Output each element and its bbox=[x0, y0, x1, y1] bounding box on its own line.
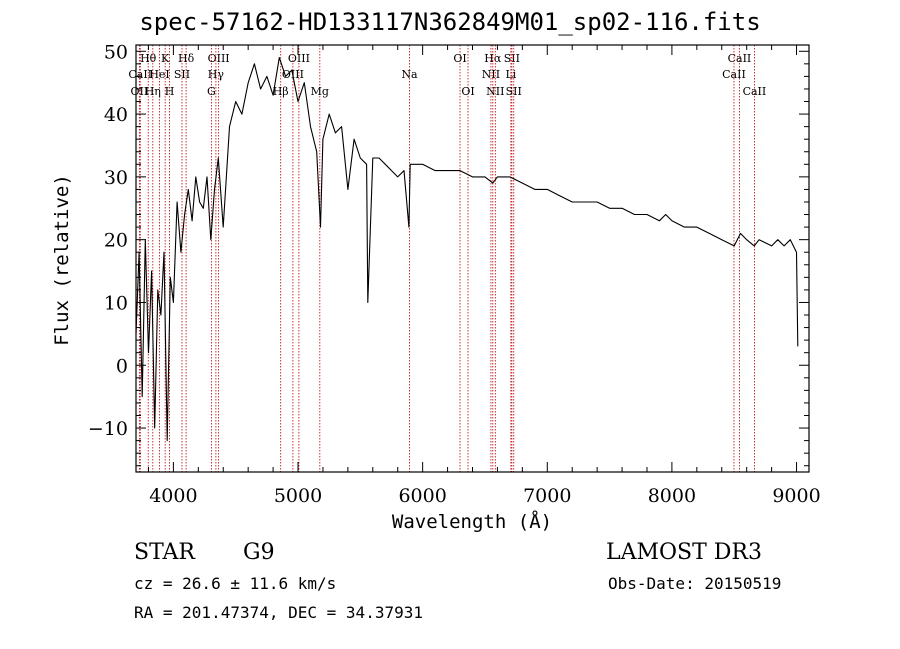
marker-label: H bbox=[165, 85, 175, 98]
y-tick-label: 40 bbox=[104, 104, 128, 126]
x-tick-label: 9000 bbox=[772, 485, 820, 507]
y-tick-label: 20 bbox=[104, 230, 128, 252]
y-tick-label: 30 bbox=[104, 167, 128, 189]
marker-label: Hθ bbox=[140, 52, 157, 65]
axes: 4000 5000 6000 7000 8000 9000 −10 0 10 20 30 40 50 bbox=[88, 41, 821, 507]
marker-label: CaII bbox=[743, 85, 767, 98]
marker-label: OI bbox=[461, 85, 474, 98]
marker-label: Mg bbox=[311, 85, 329, 98]
marker-label: Hβ bbox=[273, 85, 289, 98]
marker-label: CaII bbox=[128, 68, 152, 81]
marker-label: SII bbox=[504, 52, 520, 65]
marker-label: HeI bbox=[149, 68, 169, 81]
marker-label: Li bbox=[505, 68, 516, 81]
marker-label: CaII bbox=[722, 68, 746, 81]
marker-label: NII bbox=[482, 68, 500, 81]
chart-title: spec-57162-HD133117N362849M01_sp02-116.f… bbox=[139, 8, 761, 36]
x-tick-label: 6000 bbox=[398, 485, 446, 507]
marker-label: Hγ bbox=[208, 68, 225, 81]
marker-label: Hδ bbox=[178, 52, 195, 65]
marker-label: OI bbox=[453, 52, 466, 65]
marker-label: OIII bbox=[288, 52, 310, 65]
object-class: STAR bbox=[134, 540, 195, 565]
spectrum-layer bbox=[135, 57, 799, 442]
x-tick-label: 8000 bbox=[648, 485, 696, 507]
y-tick-label: 10 bbox=[104, 292, 128, 314]
y-tick-label: 50 bbox=[104, 41, 128, 63]
y-tick-label: −10 bbox=[88, 418, 128, 440]
marker-label: Na bbox=[401, 68, 418, 81]
x-tick-label: 7000 bbox=[523, 485, 571, 507]
spectrum-line bbox=[135, 57, 799, 442]
coordinates: RA = 201.47374, DEC = 34.37931 bbox=[134, 603, 423, 622]
marker-label: SII bbox=[506, 85, 522, 98]
subclass: G9 bbox=[243, 540, 275, 565]
marker-label: NII bbox=[486, 85, 504, 98]
marker-label: OII bbox=[131, 85, 149, 98]
obs-date: Obs-Date: 20150519 bbox=[608, 574, 782, 593]
y-axis-label: Flux (relative) bbox=[51, 174, 73, 346]
x-axis-label: Wavelength (Å) bbox=[392, 510, 552, 533]
marker-label: CaII bbox=[728, 52, 752, 65]
x-tick-label: 4000 bbox=[149, 485, 197, 507]
x-tick-label: 5000 bbox=[274, 485, 322, 507]
survey-name: LAMOST DR3 bbox=[606, 540, 762, 565]
marker-label: K bbox=[161, 52, 170, 65]
plot-frame bbox=[135, 44, 810, 473]
marker-label: Hα bbox=[484, 52, 502, 65]
marker-label: SII bbox=[174, 68, 190, 81]
y-tick-label: 0 bbox=[116, 355, 128, 377]
marker-label: OIII bbox=[208, 52, 230, 65]
marker-label: G bbox=[207, 85, 216, 98]
redshift-value: cz = 26.6 ± 11.6 km/s bbox=[134, 574, 337, 593]
marker-label: Hη bbox=[145, 85, 161, 98]
